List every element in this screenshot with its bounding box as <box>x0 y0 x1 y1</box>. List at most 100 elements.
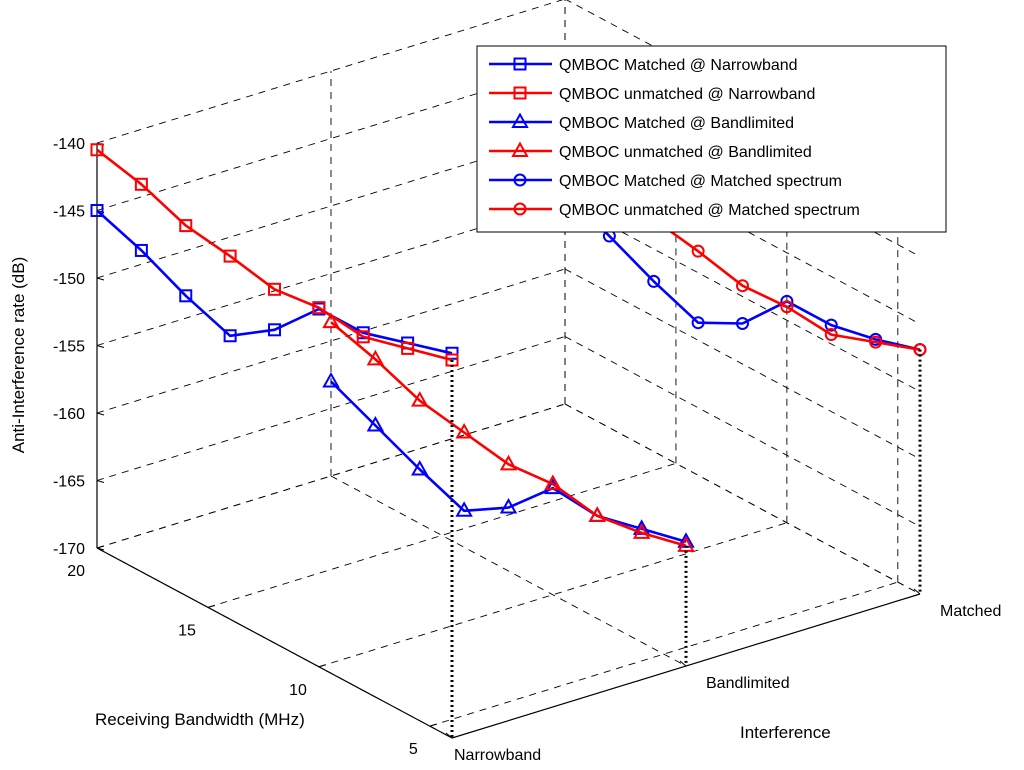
grid-line <box>96 268 566 414</box>
bandwidth-tick <box>318 664 327 668</box>
series-0 <box>90 204 459 360</box>
interference-tick-label: Bandlimited <box>706 675 790 692</box>
y-tick <box>96 547 105 551</box>
circle-marker <box>736 279 749 293</box>
triangle-marker <box>632 523 651 539</box>
triangle-marker <box>511 141 529 157</box>
bandwidth-tick-label: 15 <box>178 622 196 639</box>
z-axis-label: Interference <box>740 723 831 742</box>
square-marker <box>223 249 237 263</box>
series-line <box>96 209 453 355</box>
bandwidth-tick <box>207 604 216 608</box>
y-tick-label: -140 <box>53 136 85 153</box>
y-tick <box>96 412 105 416</box>
bandwidth-tick-label: 5 <box>409 741 418 758</box>
bandwidth-tick <box>429 723 437 727</box>
interference-tick-label: Narrowband <box>454 747 541 764</box>
legend-label: QMBOC Matched @ Matched spectrum <box>559 173 842 190</box>
circle-marker <box>824 328 838 342</box>
square-marker <box>268 323 281 337</box>
circle-marker <box>736 317 749 330</box>
y-tick-label: -170 <box>53 541 85 558</box>
series-3 <box>322 312 695 552</box>
square-marker <box>356 330 370 344</box>
legend-label: QMBOC Matched @ Bandlimited <box>559 115 794 132</box>
circle-marker <box>869 335 883 349</box>
triangle-marker <box>411 391 429 407</box>
bandwidth-tick <box>96 545 105 549</box>
legend-entry: QMBOC Matched @ Bandlimited <box>489 112 794 132</box>
grid-line <box>318 522 788 668</box>
grid-line <box>96 336 566 481</box>
interference-tick-label: Matched <box>940 603 1001 620</box>
legend-entry: QMBOC unmatched @ Matched spectrum <box>489 202 860 219</box>
legend-entry: QMBOC Matched @ Narrowband <box>489 57 798 74</box>
triangle-marker <box>511 112 529 128</box>
triangle-marker <box>366 349 385 366</box>
triangle-marker <box>322 312 340 329</box>
grid-line <box>207 462 677 608</box>
interference-tick <box>913 588 921 595</box>
y-axis-label: Anti-Interference rate (dB) <box>9 257 28 454</box>
circle-marker <box>647 274 661 288</box>
interference-tick <box>679 660 687 667</box>
square-marker <box>134 177 148 191</box>
grid-line <box>96 0 564 144</box>
grid-line <box>564 403 921 595</box>
square-marker <box>268 282 281 296</box>
square-marker <box>179 289 193 303</box>
triangle-marker <box>411 459 429 476</box>
square-marker <box>312 301 326 315</box>
triangle-marker <box>366 415 385 432</box>
y-tick-label: -155 <box>53 339 85 356</box>
grid-line <box>330 475 687 667</box>
square-marker <box>401 341 415 355</box>
y-tick-label: -145 <box>53 204 85 221</box>
series-line <box>330 321 687 548</box>
legend-label: QMBOC unmatched @ Matched spectrum <box>559 202 860 219</box>
circle-marker <box>780 300 794 314</box>
series-2 <box>322 371 695 548</box>
grid-line <box>564 336 921 527</box>
grid-layer <box>96 0 921 739</box>
bandwidth-tick-label: 10 <box>289 682 307 699</box>
series-line <box>96 148 453 362</box>
square-marker <box>513 86 527 100</box>
legend-label: QMBOC unmatched @ Narrowband <box>559 86 815 103</box>
y-tick <box>96 277 105 281</box>
circle-marker <box>513 202 527 216</box>
square-marker <box>90 204 104 217</box>
triangle-marker <box>499 454 518 471</box>
y-tick-label: -165 <box>53 474 85 491</box>
grid-line <box>96 403 566 549</box>
triangle-marker <box>544 474 562 491</box>
triangle-marker <box>322 371 340 388</box>
series-line <box>330 380 687 544</box>
grid-line <box>429 581 898 727</box>
x-axis-label: Receiving Bandwidth (MHz) <box>95 710 305 729</box>
legend-box <box>476 45 947 233</box>
y-tick <box>96 480 105 483</box>
legend-entry: QMBOC unmatched @ Bandlimited <box>489 141 812 161</box>
y-tick <box>96 345 105 348</box>
square-marker <box>179 219 193 233</box>
legend-label: QMBOC Matched @ Narrowband <box>559 57 798 74</box>
series-line <box>564 191 921 351</box>
grid-line <box>564 201 921 392</box>
circle-marker <box>691 244 705 258</box>
legend-entry: QMBOC unmatched @ Narrowband <box>489 86 815 103</box>
legend-entry: QMBOC Matched @ Matched spectrum <box>489 173 842 190</box>
triangle-marker <box>455 422 473 439</box>
circle-marker <box>691 316 705 330</box>
interference-tick <box>445 732 453 739</box>
square-marker <box>223 329 237 343</box>
y-tick-label: -150 <box>53 271 85 288</box>
bandwidth-tick-label: 20 <box>67 563 85 580</box>
triangle-marker <box>588 506 606 522</box>
y-tick-label: -160 <box>53 406 85 423</box>
square-marker <box>513 57 527 71</box>
circle-marker <box>824 318 838 332</box>
square-marker <box>90 143 104 157</box>
square-marker <box>134 243 148 257</box>
